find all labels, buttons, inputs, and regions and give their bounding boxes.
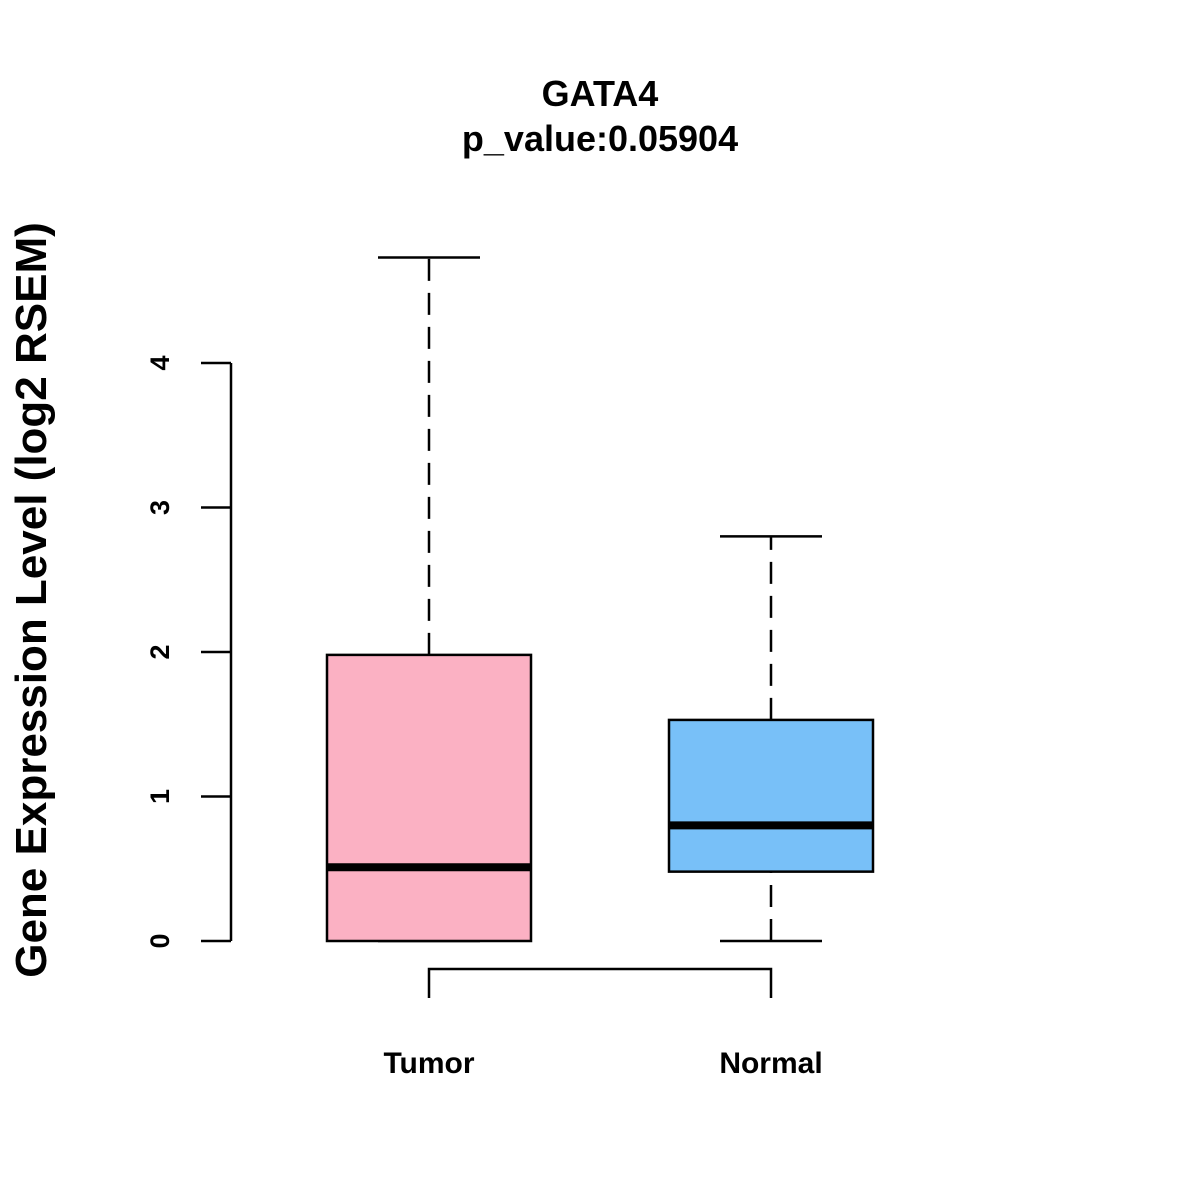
y-tick-label: 1 bbox=[145, 789, 175, 804]
x-axis-labels: Tumor Normal bbox=[383, 1047, 822, 1080]
box-normal bbox=[667, 535, 875, 943]
y-tick-label: 3 bbox=[145, 500, 175, 515]
box-tumor bbox=[325, 256, 533, 943]
box-iqr bbox=[667, 718, 875, 873]
comparison-bracket bbox=[427, 967, 773, 998]
bracket-line bbox=[427, 967, 773, 998]
x-tick-label: Normal bbox=[719, 1047, 822, 1080]
chart-title: GATA4 bbox=[542, 73, 659, 114]
y-tick-label: 0 bbox=[145, 933, 175, 948]
y-axis: 0 1 2 3 4 bbox=[145, 355, 233, 949]
y-tick-label: 4 bbox=[145, 355, 175, 370]
y-tick-label: 2 bbox=[145, 644, 175, 659]
y-axis-label: Gene Expression Level (log2 RSEM) bbox=[7, 222, 56, 978]
box-iqr bbox=[325, 653, 533, 943]
boxes-group bbox=[325, 256, 875, 943]
x-tick-label: Tumor bbox=[383, 1047, 474, 1080]
chart-subtitle: p_value:0.05904 bbox=[462, 118, 738, 159]
